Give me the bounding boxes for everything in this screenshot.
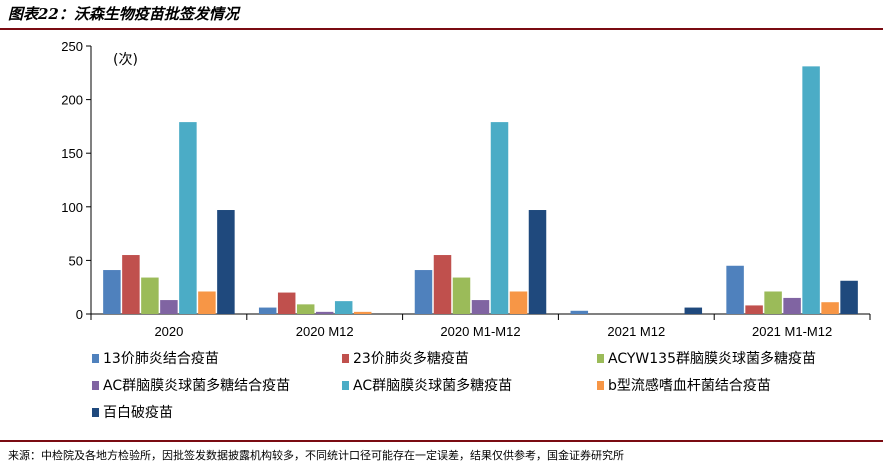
x-tick-label: 2020 M1-M12 [440, 324, 520, 339]
source-bar: 来源：中检院及各地方检验所，因批签发数据披露机构较多，不同统计口径可能存在一定误… [0, 440, 883, 469]
bar [217, 210, 235, 314]
bar-chart: 0 50 100 150 200 250 (次) 2020 2020 M12 2020 M1-M1… [61, 39, 871, 421]
y-tick-label: 0 [76, 307, 83, 322]
y-tick-label: 150 [61, 146, 83, 161]
legend-label: 23价肺炎多糖疫苗 [353, 350, 469, 367]
legend-label: b型流感嗜血杆菌结合疫苗 [608, 377, 771, 394]
bar [258, 307, 277, 314]
bar [840, 280, 858, 314]
bar [802, 66, 820, 314]
bar [684, 307, 703, 314]
bar [764, 291, 782, 314]
bar [277, 292, 296, 314]
bar [414, 270, 433, 314]
y-axis-label: (次) [113, 52, 138, 68]
legend-swatch [597, 381, 604, 390]
x-tick-label: 2021 M1-M12 [752, 324, 832, 339]
bar [179, 122, 197, 314]
bar [570, 310, 589, 314]
y-tick-label: 100 [61, 200, 83, 215]
title-bar: 图表22：沃森生物疫苗批签发情况 [0, 0, 883, 30]
bar [315, 311, 334, 314]
bar [509, 291, 528, 314]
bar [334, 301, 353, 314]
bar [353, 311, 372, 314]
bar [821, 302, 839, 314]
bar [433, 255, 452, 314]
bar [726, 265, 744, 314]
legend-swatch [92, 408, 99, 417]
legend-swatch [597, 354, 604, 363]
chart-title: 图表22：沃森生物疫苗批签发情况 [8, 5, 239, 23]
x-tick-label: 2020 M12 [296, 324, 354, 339]
bar [122, 255, 140, 314]
bar [528, 210, 547, 314]
bar [296, 304, 315, 314]
legend-swatch [92, 354, 99, 363]
bar [745, 305, 763, 314]
source-note: 来源：中检院及各地方检验所，因批签发数据披露机构较多，不同统计口径可能存在一定误… [8, 449, 624, 462]
bar [198, 291, 216, 314]
bar [783, 297, 801, 314]
x-tick-label: 2020 [154, 324, 183, 339]
legend-label: AC群脑膜炎球菌多糖疫苗 [353, 377, 512, 394]
legend-label: ACYW135群脑膜炎球菌多糖疫苗 [608, 350, 816, 367]
x-tick-label: 2021 M12 [607, 324, 665, 339]
bar [471, 300, 490, 314]
legend-label: AC群脑膜炎球菌多糖结合疫苗 [103, 377, 290, 394]
bar [103, 270, 121, 314]
bar [452, 277, 471, 314]
y-tick-label: 200 [61, 93, 83, 108]
y-tick-label: 50 [69, 253, 83, 268]
bar [160, 300, 178, 314]
legend-swatch [342, 381, 349, 390]
legend-label: 13价肺炎结合疫苗 [103, 351, 219, 367]
bar [141, 277, 159, 314]
y-tick-label: 250 [61, 39, 83, 54]
bar [490, 122, 509, 314]
legend-swatch [342, 354, 349, 363]
legend-label: 百白破疫苗 [103, 405, 173, 421]
legend-swatch [92, 381, 99, 390]
